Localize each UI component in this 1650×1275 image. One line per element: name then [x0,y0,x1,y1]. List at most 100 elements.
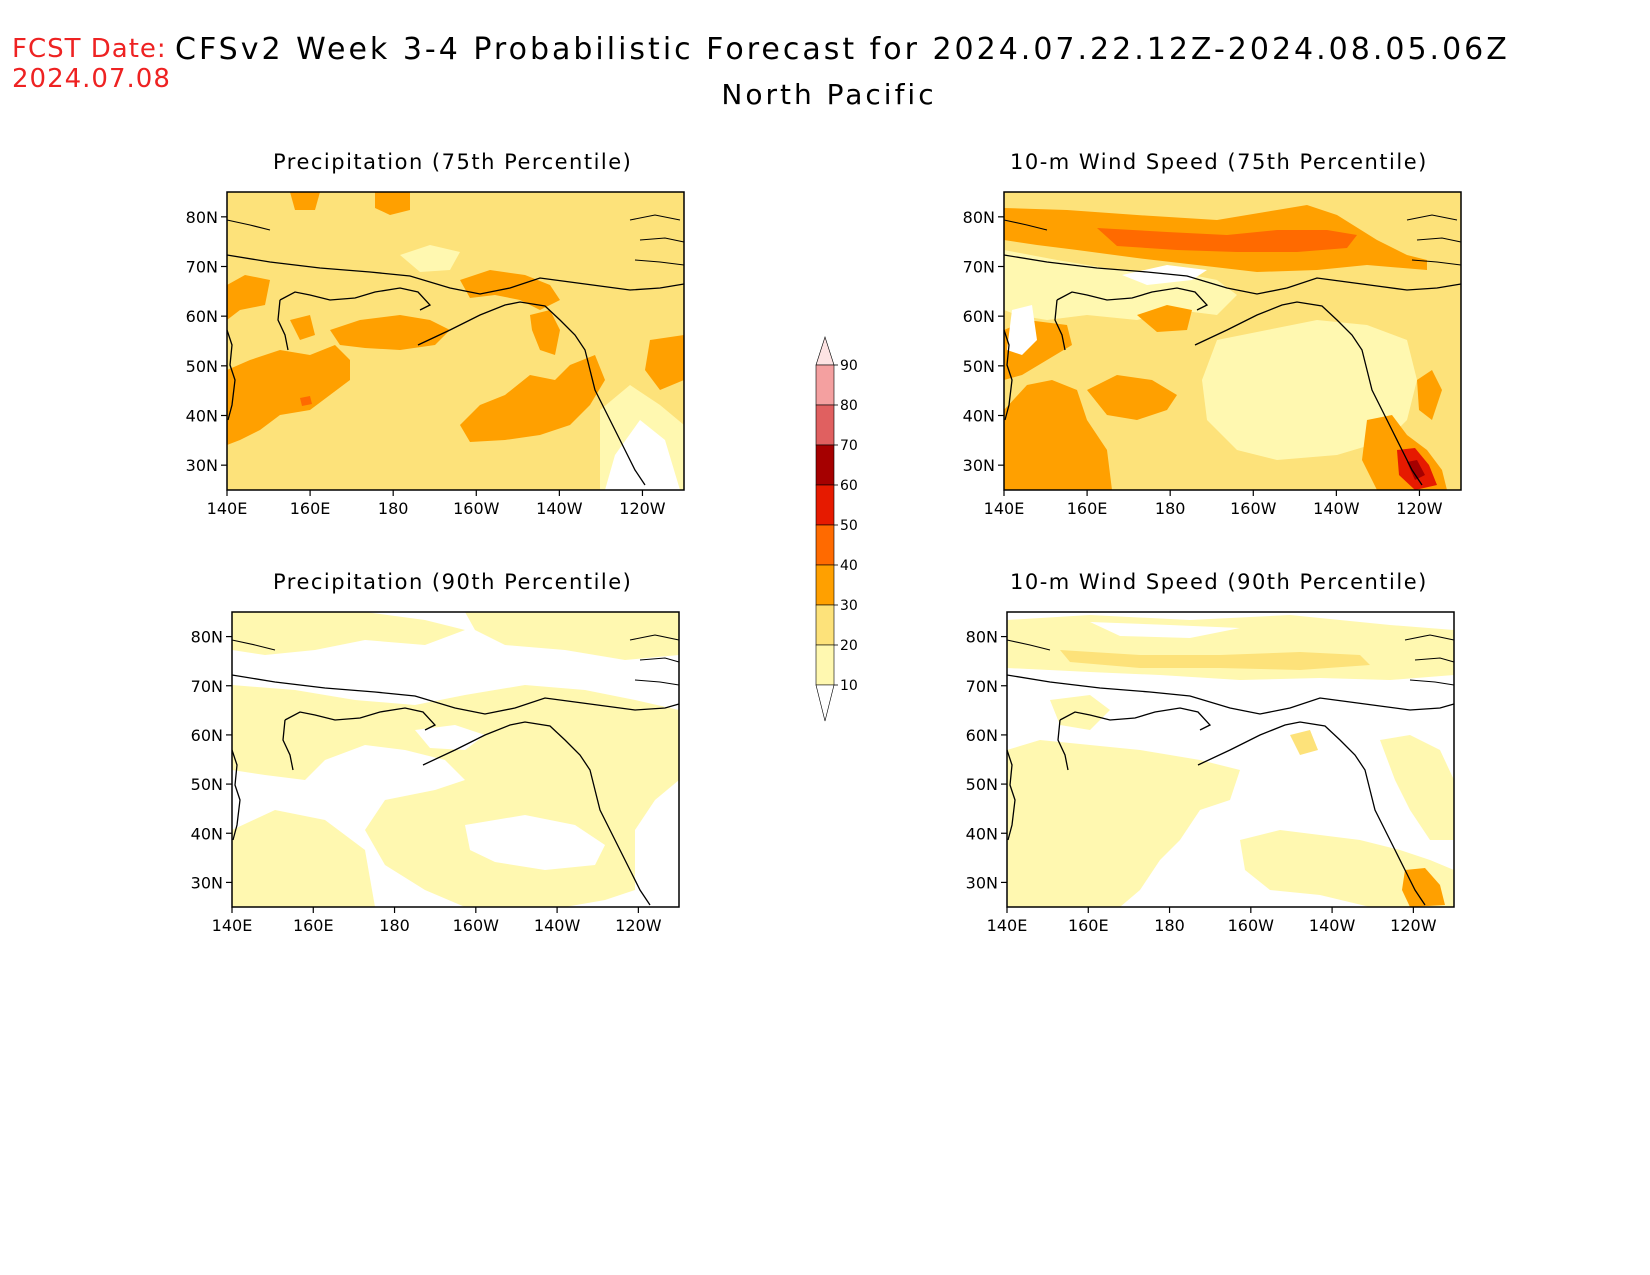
coastline [422,721,651,906]
fcst-date-value: 2024.07.08 [12,64,171,94]
white-patch [1007,305,1037,355]
colorbar-arrow-bottom [815,684,835,722]
yellow-band [1060,650,1370,670]
coastline [417,301,646,486]
lon-tick-label: 180 [1154,916,1185,935]
lat-tick-label: 40N [963,407,995,426]
lat-tick-label: 40N [966,824,998,843]
pale-patch [1007,740,1240,907]
coastline [1194,301,1423,486]
lat-tick-label: 70N [191,677,223,696]
map-frame [231,611,680,908]
map-precip-75: 80N 70N 60N 50N 40N 30N 140E 160E 180 160W 140W 12… [186,191,685,518]
pale-band [1007,615,1454,680]
coastline [284,707,437,731]
lon-tick-label: 120W [619,499,666,518]
lat-axis: 80N 70N 60N 50N 40N 30N [186,208,227,475]
lat-tick-label: 30N [186,456,218,475]
coastline [1006,749,1016,841]
lon-tick-label: 140E [207,499,248,518]
fcst-date-label: FCST Date: [12,34,167,64]
colorbar-label: 80 [840,398,858,414]
map-frame [226,191,685,491]
colorbar-box [815,524,835,566]
lon-tick-label: 180 [379,916,410,935]
lat-tick-label: 50N [966,775,998,794]
colorbar-label: 90 [840,358,858,374]
map-wind-75: 80N 70N 60N 50N 40N 30N 140E 160E 180 160W 140W 12… [963,191,1462,518]
lat-tick-label: 50N [191,775,223,794]
lon-tick-label: 160W [1228,916,1275,935]
pale-patch [1004,250,1237,320]
colorbar-label: 10 [840,678,858,694]
lon-tick-label: 140W [1313,499,1360,518]
white-patch [605,420,680,490]
lon-axis: 140E 160E 180 160W 140W 120W [207,490,666,518]
colorbar-arrow-top [815,336,835,366]
lat-tick-label: 80N [186,208,218,227]
coastline [1006,674,1455,715]
lat-tick-label: 50N [186,357,218,376]
colorbar-boxes [815,336,838,722]
region-title: North Pacific [721,78,937,111]
coastline [1054,299,1066,351]
pale-patch [232,810,375,907]
lat-tick-label: 80N [966,628,998,647]
panel-title: Precipitation (75th Percentile) [273,150,633,174]
lon-tick-label: 160W [453,916,500,935]
lon-tick-label: 140W [534,916,581,935]
coastline [1406,214,1462,266]
white-patch [465,815,605,870]
lon-tick-label: 120W [615,916,662,935]
colorbar-label: 70 [840,438,858,454]
orange-patch [375,192,410,215]
coastline [226,254,685,295]
lat-tick-label: 70N [186,258,218,277]
coastline [1003,219,1048,231]
coastline [1006,639,1051,651]
coastline [629,634,680,686]
colorbar-box [815,644,835,686]
lon-tick-label: 160W [453,499,500,518]
lat-tick-label: 30N [191,873,223,892]
orange-patch [227,345,350,445]
page-title: CFSv2 Week 3-4 Probabilistic Forecast fo… [175,32,1510,67]
lat-tick-label: 50N [963,357,995,376]
map-frame [1003,191,1462,491]
lon-axis: 140E 160E 180 160W 140W 120W [987,907,1437,935]
orange-patch [1402,868,1445,907]
coastline [1057,719,1069,771]
lat-axis: 80N 70N 60N 50N 40N 30N [966,628,1007,892]
pale-patch [232,612,465,655]
fcst-date-block: FCST Date: 2024.07.08 [12,34,171,94]
orange-patch [1004,380,1112,490]
lon-tick-label: 140W [536,499,583,518]
colorbar-box [815,364,835,406]
lat-axis: 80N 70N 60N 50N 40N 30N [191,628,232,892]
colorbar-box [815,484,835,526]
coastline [1003,254,1462,295]
map-wind-90: 80N 70N 60N 50N 40N 30N 140E 160E 180 160W 140W 12… [966,611,1455,935]
lat-tick-label: 80N [963,208,995,227]
dark-patch [300,396,312,406]
coastline [282,719,294,771]
lat-tick-label: 80N [191,628,223,647]
lon-tick-label: 180 [378,499,409,518]
red-band [1097,228,1357,252]
orange-patch [290,315,315,340]
yellow-patch [1290,730,1318,755]
lat-tick-label: 30N [966,873,998,892]
orange-patch [1417,370,1442,420]
white-patch [1122,265,1207,285]
orange-patch [330,315,450,350]
colorbar-label: 40 [840,558,858,574]
coastline [1059,707,1212,731]
pale-patch [1380,735,1454,840]
colorbar: 90 80 70 60 50 40 30 20 10 [815,336,858,722]
lon-tick-label: 120W [1396,499,1443,518]
lat-tick-label: 30N [963,456,995,475]
orange-patch [460,355,605,442]
coastline [277,299,289,351]
coastline [1197,721,1426,906]
coastline [231,674,680,715]
